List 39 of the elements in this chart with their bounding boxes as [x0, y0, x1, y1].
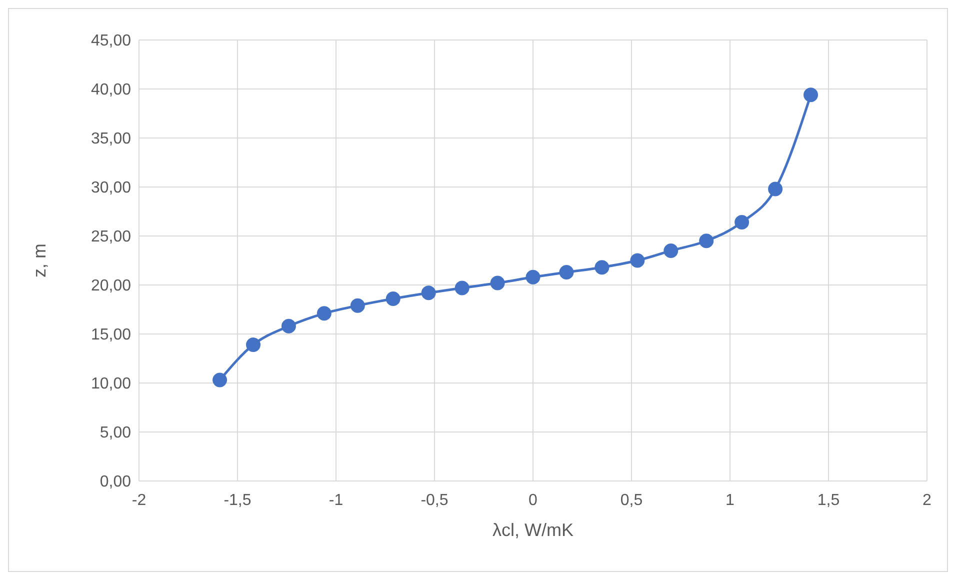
y-tick-label: 45,00 [90, 32, 132, 50]
point [559, 265, 574, 280]
point [630, 253, 645, 268]
y-axis-title: z, m [29, 244, 50, 278]
x-tick-label: 0,5 [620, 492, 643, 509]
point [734, 215, 750, 230]
point [421, 286, 436, 300]
y-tick-label: 15,00 [90, 326, 132, 344]
y-tick-label: 20,00 [90, 278, 132, 295]
y-tick-label: 35,00 [90, 130, 132, 148]
x-tick-label: -1,5 [224, 492, 252, 509]
point [664, 243, 678, 258]
point [454, 280, 470, 296]
x-tick-label: -2 [132, 492, 146, 509]
y-tick-label: 40,00 [90, 82, 132, 99]
point [594, 260, 610, 275]
x-tick-label: 1,5 [817, 492, 840, 509]
point [768, 182, 783, 196]
x-tick-label: -0,5 [420, 492, 448, 509]
point [699, 234, 714, 248]
y-tick-label: 30,00 [90, 180, 132, 197]
y-tick-label: 5,00 [100, 424, 132, 442]
point [281, 318, 296, 334]
point [350, 298, 365, 313]
x-tick-label: -1 [328, 492, 344, 509]
point [490, 276, 505, 290]
x-tick-label: 1 [726, 492, 735, 509]
point [316, 306, 332, 321]
y-tick-label: 25,00 [90, 228, 132, 246]
point [526, 270, 540, 284]
y-tick-label: 10,00 [90, 376, 132, 393]
point [804, 88, 818, 102]
point [246, 338, 261, 352]
x-axis-title: λcl, W/mK [492, 520, 574, 540]
point [212, 372, 228, 388]
x-tick-label: 2 [922, 492, 932, 509]
point [386, 291, 400, 306]
y-tick-label: 0,00 [100, 474, 132, 491]
x-tick-label: 0 [528, 492, 538, 509]
